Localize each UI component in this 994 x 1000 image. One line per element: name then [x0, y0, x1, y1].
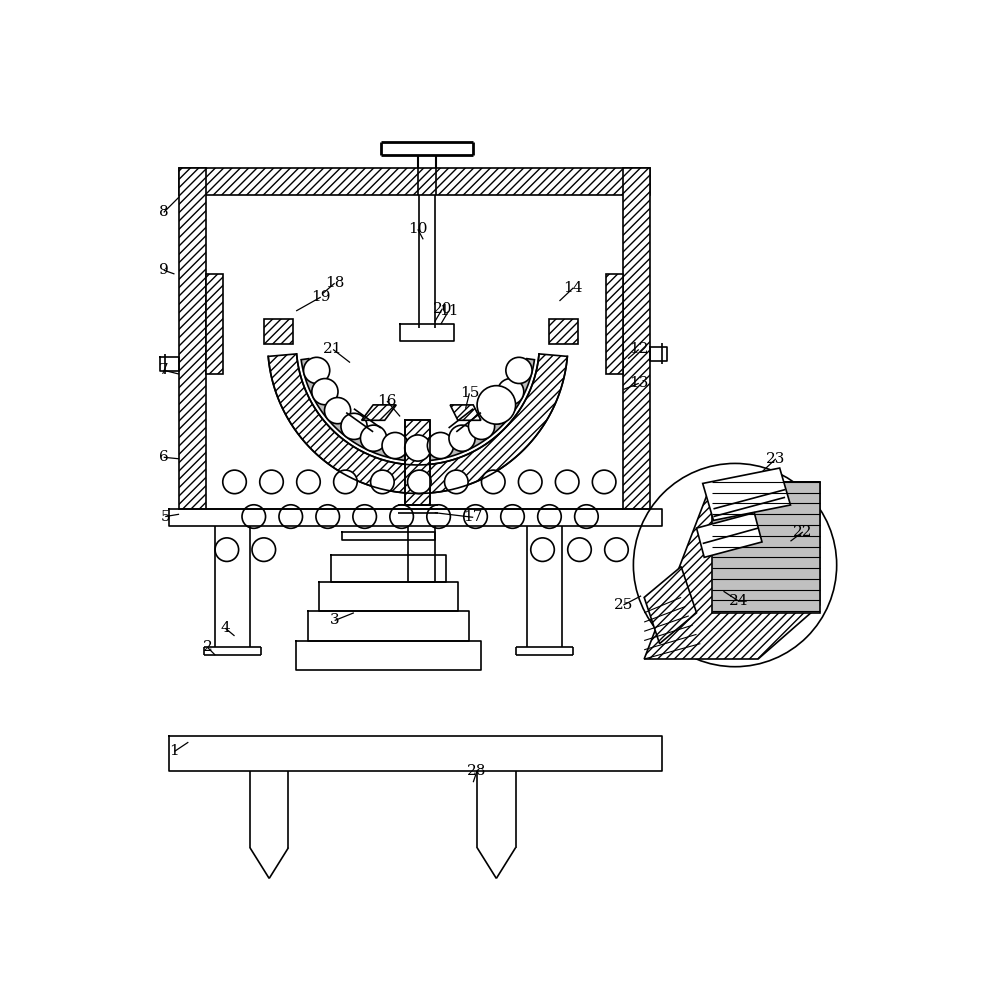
Circle shape	[519, 470, 542, 494]
Circle shape	[498, 379, 524, 405]
Polygon shape	[644, 482, 820, 659]
Circle shape	[592, 470, 616, 494]
Circle shape	[556, 470, 579, 494]
Polygon shape	[268, 354, 423, 493]
Circle shape	[215, 538, 239, 561]
Circle shape	[324, 398, 351, 424]
Text: 2: 2	[203, 640, 213, 654]
Circle shape	[353, 505, 377, 528]
Circle shape	[449, 425, 475, 451]
Circle shape	[361, 425, 387, 451]
Circle shape	[427, 432, 453, 459]
Polygon shape	[206, 274, 223, 374]
Circle shape	[531, 538, 555, 561]
Text: 20: 20	[432, 302, 452, 316]
Polygon shape	[697, 513, 762, 557]
Text: 15: 15	[459, 386, 479, 400]
Text: 18: 18	[325, 276, 344, 290]
Circle shape	[296, 470, 320, 494]
Polygon shape	[606, 274, 623, 374]
Circle shape	[485, 398, 511, 424]
Circle shape	[223, 470, 247, 494]
Polygon shape	[450, 405, 481, 420]
Circle shape	[371, 470, 395, 494]
Text: 6: 6	[159, 450, 169, 464]
Text: 5: 5	[160, 510, 170, 524]
Text: 8: 8	[159, 205, 169, 219]
Text: 13: 13	[629, 376, 648, 390]
Circle shape	[604, 538, 628, 561]
Circle shape	[426, 505, 450, 528]
Text: 10: 10	[409, 222, 427, 236]
Circle shape	[341, 413, 367, 439]
Polygon shape	[179, 168, 650, 195]
Circle shape	[408, 470, 431, 494]
Text: 23: 23	[766, 452, 785, 466]
Circle shape	[477, 386, 516, 424]
Circle shape	[538, 505, 562, 528]
Circle shape	[501, 505, 524, 528]
Polygon shape	[549, 319, 578, 344]
Polygon shape	[301, 359, 535, 461]
Text: 21: 21	[323, 342, 343, 356]
Text: 25: 25	[613, 598, 633, 612]
Text: 14: 14	[564, 281, 583, 295]
Circle shape	[312, 379, 338, 405]
Polygon shape	[712, 482, 820, 613]
Polygon shape	[413, 354, 568, 493]
Circle shape	[279, 505, 302, 528]
Text: 12: 12	[629, 342, 648, 356]
Text: 24: 24	[730, 594, 748, 608]
Polygon shape	[703, 468, 790, 520]
Circle shape	[252, 538, 275, 561]
Circle shape	[464, 505, 487, 528]
Circle shape	[259, 470, 283, 494]
Circle shape	[390, 505, 414, 528]
Circle shape	[575, 505, 598, 528]
Text: 4: 4	[221, 621, 231, 635]
Text: 7: 7	[159, 363, 169, 377]
Text: 22: 22	[793, 525, 812, 539]
Circle shape	[242, 505, 265, 528]
Polygon shape	[623, 168, 650, 509]
Polygon shape	[644, 567, 697, 644]
Polygon shape	[406, 420, 430, 505]
Polygon shape	[362, 405, 397, 420]
Text: 28: 28	[467, 764, 487, 778]
Circle shape	[633, 463, 837, 667]
Text: 19: 19	[311, 290, 331, 304]
Text: 16: 16	[378, 394, 397, 408]
Circle shape	[568, 538, 591, 561]
Circle shape	[444, 470, 468, 494]
Text: 1: 1	[170, 744, 179, 758]
Polygon shape	[179, 168, 206, 509]
Circle shape	[303, 357, 330, 383]
Circle shape	[405, 435, 430, 461]
Circle shape	[334, 470, 357, 494]
Circle shape	[468, 413, 495, 439]
Circle shape	[316, 505, 340, 528]
Text: 11: 11	[438, 304, 458, 318]
Circle shape	[506, 357, 532, 383]
Text: 9: 9	[159, 263, 169, 277]
Text: 3: 3	[330, 613, 339, 628]
Text: 17: 17	[463, 510, 483, 524]
Circle shape	[481, 470, 505, 494]
Circle shape	[382, 432, 409, 459]
Polygon shape	[263, 319, 293, 344]
